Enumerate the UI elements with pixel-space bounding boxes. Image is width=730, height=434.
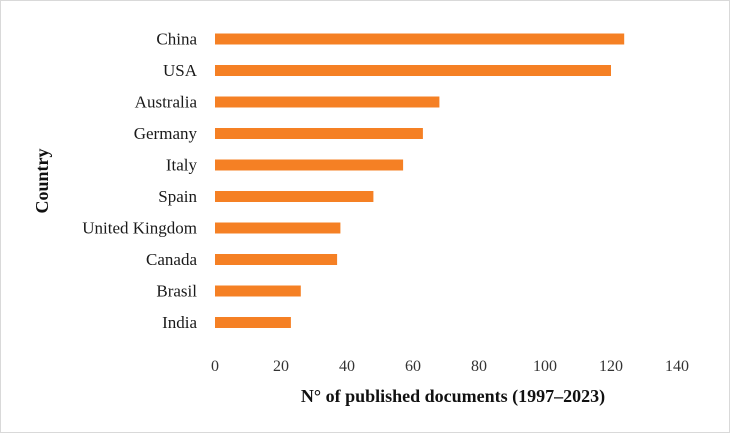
bar-spain [215,191,374,202]
bar-italy [215,159,404,171]
x-tick-label-140: 140 [665,358,689,375]
category-label-germany: Germany [134,124,198,143]
category-label-brasil: Brasil [156,282,197,301]
bar-brasil [215,285,301,297]
bar-india [215,317,291,328]
bar-germany [215,128,423,139]
category-label-italy: Italy [166,156,198,175]
bar-china [215,33,625,45]
category-label-usa: USA [163,61,198,80]
category-label-spain: Spain [158,187,197,206]
bar-usa [215,65,611,76]
x-tick-label-60: 60 [405,358,421,375]
bar-australia [215,96,440,108]
x-tick-label-100: 100 [533,358,557,375]
bar-united-kingdom [215,222,341,234]
bars [215,33,625,328]
category-label-canada: Canada [146,250,197,269]
x-axis-title: N° of published documents (1997–2023) [301,386,605,407]
category-label-united-kingdom: United Kingdom [82,219,197,238]
x-tick-labels: 0 20 40 60 80 100 120 140 [211,358,689,375]
category-label-china: China [156,30,197,49]
category-label-australia: Australia [135,93,198,112]
x-tick-label-120: 120 [599,358,623,375]
bar-canada [215,254,338,265]
x-tick-label-20: 20 [273,358,289,375]
x-tick-label-0: 0 [211,358,219,375]
category-label-india: India [162,313,197,332]
x-tick-label-80: 80 [471,358,487,375]
y-axis-title: Country [32,148,52,213]
x-tick-label-40: 40 [339,358,355,375]
category-labels: China USA Australia Germany Italy Spain United… [82,30,197,333]
